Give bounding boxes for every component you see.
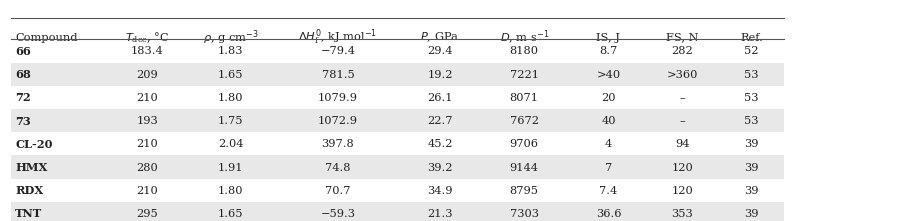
Text: 8180: 8180 xyxy=(509,46,539,57)
Text: 39: 39 xyxy=(744,139,759,149)
Text: 53: 53 xyxy=(744,93,759,103)
Text: IS, J: IS, J xyxy=(597,32,620,43)
Text: 68: 68 xyxy=(15,69,31,80)
Text: FS, N: FS, N xyxy=(666,32,698,43)
Text: CL-20: CL-20 xyxy=(15,139,53,150)
Text: −59.3: −59.3 xyxy=(320,209,356,219)
Text: 1.83: 1.83 xyxy=(218,46,244,57)
Text: 19.2: 19.2 xyxy=(428,70,453,80)
Text: 8.7: 8.7 xyxy=(599,46,617,57)
Text: 1.80: 1.80 xyxy=(218,186,244,196)
Text: 34.9: 34.9 xyxy=(428,186,453,196)
Text: 282: 282 xyxy=(671,46,693,57)
Text: 1.91: 1.91 xyxy=(218,162,244,173)
Text: –: – xyxy=(680,93,685,103)
Text: 1.80: 1.80 xyxy=(218,93,244,103)
Text: 9144: 9144 xyxy=(509,162,539,173)
Text: 1.65: 1.65 xyxy=(218,70,244,80)
Text: 210: 210 xyxy=(136,139,158,149)
FancyBboxPatch shape xyxy=(11,155,784,179)
Text: 74.8: 74.8 xyxy=(325,162,351,173)
Text: $D$, m s$^{-1}$: $D$, m s$^{-1}$ xyxy=(500,29,549,47)
FancyBboxPatch shape xyxy=(11,202,784,221)
Text: 353: 353 xyxy=(671,209,693,219)
Text: 9706: 9706 xyxy=(509,139,539,149)
Text: $T_\mathregular{dec}$, °C: $T_\mathregular{dec}$, °C xyxy=(125,30,169,45)
Text: 7303: 7303 xyxy=(509,209,539,219)
Text: 39: 39 xyxy=(744,162,759,173)
Text: 36.6: 36.6 xyxy=(596,209,621,219)
Text: Compound: Compound xyxy=(15,32,77,43)
Text: 7221: 7221 xyxy=(509,70,539,80)
Text: 120: 120 xyxy=(671,162,693,173)
Text: 39: 39 xyxy=(744,209,759,219)
Text: 39: 39 xyxy=(744,186,759,196)
Text: HMX: HMX xyxy=(15,162,48,173)
Text: 73: 73 xyxy=(15,116,31,127)
Text: 53: 53 xyxy=(744,116,759,126)
Text: 20: 20 xyxy=(601,93,616,103)
Text: 210: 210 xyxy=(136,93,158,103)
Text: 295: 295 xyxy=(136,209,158,219)
Text: 7: 7 xyxy=(605,162,612,173)
Text: 2.04: 2.04 xyxy=(218,139,244,149)
Text: >40: >40 xyxy=(597,70,620,80)
Text: 781.5: 781.5 xyxy=(321,70,355,80)
Text: 183.4: 183.4 xyxy=(130,46,164,57)
Text: $P$, GPa: $P$, GPa xyxy=(420,31,460,44)
Text: 1.65: 1.65 xyxy=(218,209,244,219)
Text: 280: 280 xyxy=(136,162,158,173)
Text: 52: 52 xyxy=(744,46,759,57)
Text: 8071: 8071 xyxy=(509,93,539,103)
Text: 66: 66 xyxy=(15,46,31,57)
Text: 21.3: 21.3 xyxy=(428,209,453,219)
Text: 7.4: 7.4 xyxy=(599,186,617,196)
Text: 397.8: 397.8 xyxy=(321,139,355,149)
Text: 7672: 7672 xyxy=(509,116,539,126)
Text: 72: 72 xyxy=(15,92,31,103)
Text: 4: 4 xyxy=(605,139,612,149)
Text: 94: 94 xyxy=(675,139,689,149)
Text: 209: 209 xyxy=(136,70,158,80)
Text: 1.75: 1.75 xyxy=(218,116,244,126)
Text: 45.2: 45.2 xyxy=(428,139,453,149)
Text: 39.2: 39.2 xyxy=(428,162,453,173)
Text: −79.4: −79.4 xyxy=(320,46,356,57)
Text: 210: 210 xyxy=(136,186,158,196)
Text: 1079.9: 1079.9 xyxy=(318,93,358,103)
Text: 120: 120 xyxy=(671,186,693,196)
Text: 193: 193 xyxy=(136,116,158,126)
Text: –: – xyxy=(680,116,685,126)
Text: 70.7: 70.7 xyxy=(325,186,351,196)
Text: $\Delta H_\mathregular{f}^0$, kJ mol$^{-1}$: $\Delta H_\mathregular{f}^0$, kJ mol$^{-… xyxy=(299,28,377,47)
Text: >360: >360 xyxy=(667,70,698,80)
Text: Ref.: Ref. xyxy=(740,32,763,43)
Text: 1072.9: 1072.9 xyxy=(318,116,358,126)
FancyBboxPatch shape xyxy=(11,109,784,132)
Text: 53: 53 xyxy=(744,70,759,80)
Text: 29.4: 29.4 xyxy=(428,46,453,57)
Text: $\rho$, g cm$^{-3}$: $\rho$, g cm$^{-3}$ xyxy=(203,28,258,47)
Text: 8795: 8795 xyxy=(509,186,539,196)
Text: 40: 40 xyxy=(601,116,616,126)
FancyBboxPatch shape xyxy=(11,63,784,86)
Text: 22.7: 22.7 xyxy=(428,116,453,126)
Text: TNT: TNT xyxy=(15,208,42,219)
Text: 26.1: 26.1 xyxy=(428,93,453,103)
Text: RDX: RDX xyxy=(15,185,43,196)
